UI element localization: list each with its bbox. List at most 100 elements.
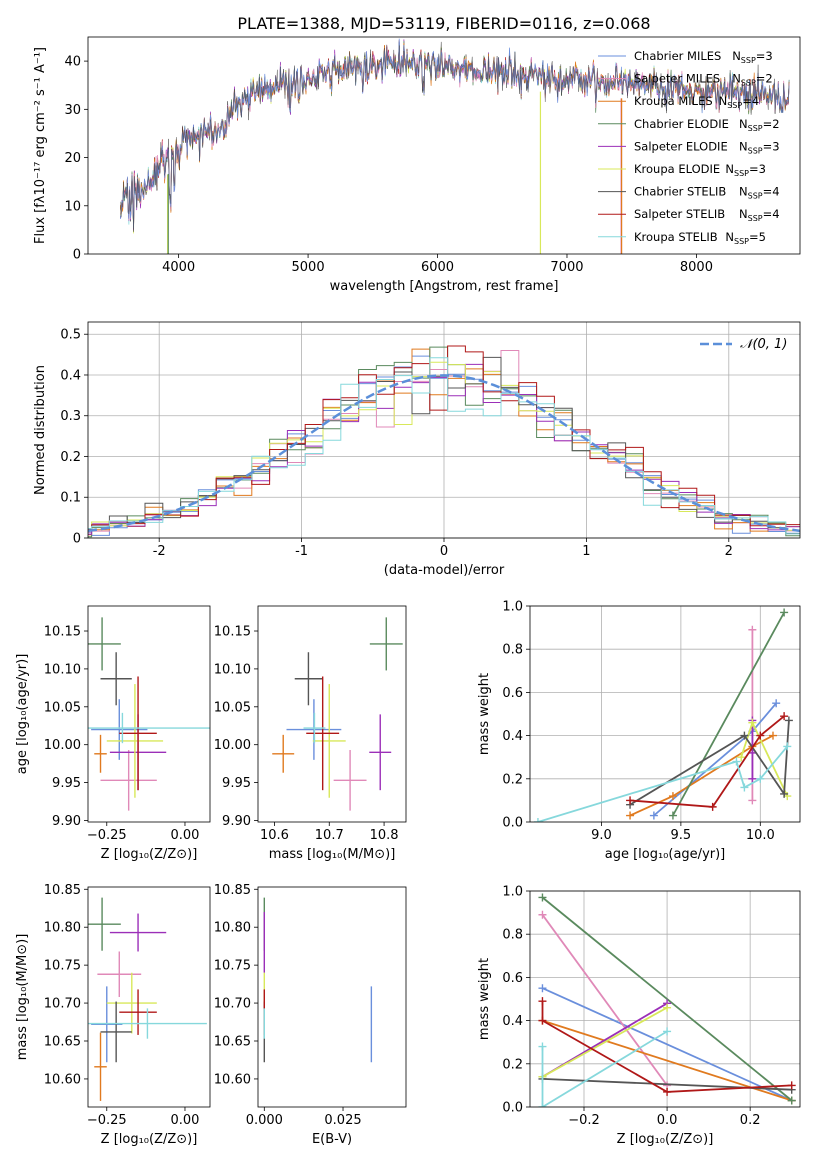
weight-line <box>541 914 668 1086</box>
age_vs_Z-axes: −0.25 0.00 9.90 9.95 10.00 10.05 10.10 10.15 Z [… <box>15 605 211 862</box>
mass_vs_Z-axes: −0.25 0.00 10.60 10.65 10.70 10.75 10.80 10.85 Z… <box>15 883 211 1147</box>
y-tick-label: 10.10 <box>214 662 251 677</box>
weight-marker <box>649 811 658 820</box>
legend-label: Chabrier ELODIE <box>634 117 729 131</box>
weight_vs_Z-axes: −0.2 0.0 0.2 0.0 0.2 0.4 0.6 0.8 1.0 Z [log₁₀(Z/Z… <box>477 885 801 1147</box>
y-axis-label: Flux [fλ10⁻¹⁷ erg cm⁻² s⁻¹ A⁻¹] <box>33 47 48 244</box>
legend-nssp-value: 4 <box>772 207 779 221</box>
errorbar-chabrier-stelib <box>100 652 132 706</box>
mass_vs_ebv-axes: 0.000 0.025 10.60 10.65 10.70 10.75 10.80 10.85… <box>214 883 407 1147</box>
age_vs_mass-axes: 10.6 10.7 10.8 9.90 9.95 10.00 10.05 10.10 10.15… <box>214 605 407 862</box>
x-axis-label: Z [log₁₀(Z/Z⊙)] <box>617 1132 714 1147</box>
weight-marker <box>787 1096 796 1105</box>
errorbar-kroupa-miles <box>272 734 295 773</box>
x-tick-label: 0.0 <box>657 1113 678 1128</box>
weight-marker <box>708 802 717 811</box>
residuals-axes: -2 -1 0 1 2 0 0.1 0.2 0.3 0.4 0.5 (data-model)/erro… <box>33 321 801 578</box>
y-tick-label: 10.75 <box>44 959 81 974</box>
spectrum-line-salpeter-elodie <box>120 39 790 231</box>
errorbar-kroupa-stelib <box>88 712 210 744</box>
weight_vs_Z-plot-area <box>538 893 796 1107</box>
weight-marker <box>756 774 765 783</box>
axes-frame <box>257 886 407 1108</box>
legend-label: Salpeter MILES <box>634 72 720 86</box>
x-tick-label: 10.8 <box>370 828 399 843</box>
weight-marker <box>787 1081 796 1090</box>
y-tick-label: 0.3 <box>60 409 81 424</box>
x-axis-label: (data-model)/error <box>384 563 505 578</box>
weight-line <box>542 1006 668 1078</box>
spectrum-legend: Chabrier MILES NSSP=3 Salpeter MILES NSSP=2… <box>598 49 780 246</box>
y-tick-label: 10.05 <box>214 700 251 715</box>
legend-nssp-value: 2 <box>772 117 779 131</box>
x-axis-label: Z [log₁₀(Z/Z⊙)] <box>101 1132 198 1147</box>
legend-nssp: NSSP=3 <box>725 162 766 178</box>
y-tick-label: 10.70 <box>214 997 251 1012</box>
weight-line <box>541 1030 668 1107</box>
errorbar-chabrier-elodie <box>88 897 121 951</box>
weight-line <box>542 987 793 1102</box>
y-tick-label: 0.8 <box>502 643 523 658</box>
x-tick-label: 7000 <box>550 260 583 275</box>
legend-nssp: NSSP=2 <box>739 117 780 133</box>
weight-marker <box>756 731 765 740</box>
y-tick-label: 0.4 <box>60 368 81 383</box>
weight-marker <box>748 796 757 805</box>
histogram-kroupa-stelib <box>88 357 800 535</box>
mass_vs_ebv-plot-area <box>263 897 373 1063</box>
errorbar-chabrier-miles <box>91 699 148 760</box>
weight-marker <box>732 757 741 766</box>
weight-line <box>672 612 785 816</box>
y-tick-label: 9.95 <box>52 776 81 791</box>
y-axis-label: mass [log₁₀(M/M⊙)] <box>15 934 30 1061</box>
y-tick-label: 10.60 <box>214 1072 251 1087</box>
weight-marker <box>748 774 757 783</box>
weight-marker <box>538 997 547 1006</box>
errorbar-salpeter-miles <box>97 951 142 997</box>
y-tick-label: 0.6 <box>502 686 523 701</box>
y-tick-label: 10.15 <box>44 625 81 640</box>
y-tick-label: 40 <box>64 55 81 70</box>
legend-nssp: NSSP=2 <box>732 72 773 88</box>
weight-series-kroupa-miles <box>626 731 777 820</box>
x-tick-label: 4000 <box>162 260 195 275</box>
residuals-plot-area <box>88 345 800 538</box>
errorbar-kroupa-elodie <box>106 684 164 798</box>
weight-marker <box>538 893 547 902</box>
y-tick-label: 10.65 <box>44 1035 81 1050</box>
x-axis-label: Z [log₁₀(Z/Z⊙)] <box>101 847 198 862</box>
y-tick-label: 9.90 <box>52 814 81 829</box>
weight_vs_age-plot-area <box>533 608 793 822</box>
weight-series-kroupa-stelib <box>533 742 792 822</box>
y-tick-label: 10 <box>64 199 81 214</box>
legend-label: Kroupa STELIB <box>634 230 718 244</box>
axes-frame <box>529 890 801 1108</box>
errorbar-kroupa-elodie <box>312 684 346 798</box>
weight-marker <box>626 796 635 805</box>
y-tick-label: 10.70 <box>44 997 81 1012</box>
weight-marker <box>663 1087 672 1096</box>
errorbar-chabrier-elodie <box>369 617 403 671</box>
weight-series-chabrier-elodie <box>668 608 789 820</box>
x-tick-label: 5000 <box>292 260 325 275</box>
legend-nssp-value: 3 <box>765 49 772 63</box>
weight-line <box>537 745 788 822</box>
y-tick-label: 10.80 <box>214 921 251 936</box>
weight-marker <box>668 811 677 820</box>
y-tick-label: 0.2 <box>60 450 81 465</box>
spectrum-line-chabrier-miles <box>120 38 790 229</box>
legend-nssp-value: 4 <box>752 94 759 108</box>
weight-marker <box>780 608 789 617</box>
y-axis-label: age [log₁₀(age/yr)] <box>15 654 30 775</box>
y-tick-label: 10.15 <box>214 625 251 640</box>
errorbar-kroupa-stelib <box>303 712 326 744</box>
weight-marker <box>538 984 547 993</box>
axes-frame <box>87 886 211 1108</box>
weight-line <box>630 715 785 808</box>
x-tick-label: −0.25 <box>87 1113 127 1128</box>
x-tick-label: 10.6 <box>260 828 289 843</box>
y-tick-label: 0 <box>73 532 81 547</box>
weight-line <box>541 1001 792 1093</box>
errorbar-kroupa-miles <box>94 1032 107 1101</box>
